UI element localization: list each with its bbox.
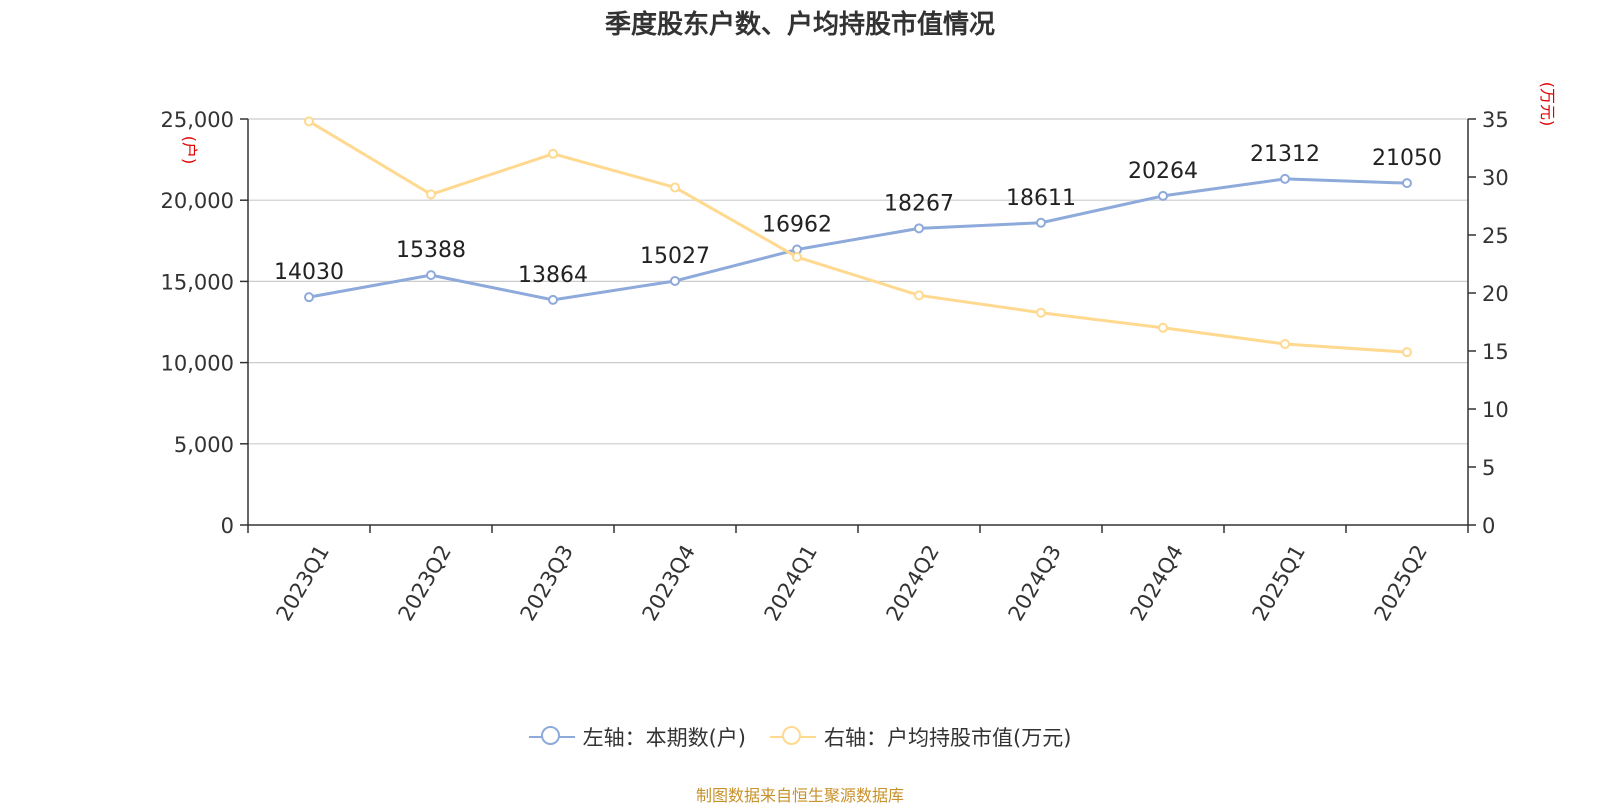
legend-marker-icon bbox=[770, 726, 816, 748]
x-axis-tick-label: 2024Q2 bbox=[882, 541, 944, 625]
data-point bbox=[792, 252, 802, 263]
legend-label: 左轴：本期数(户) bbox=[582, 726, 746, 750]
legend-item-holders[interactable]: 左轴：本期数(户) bbox=[528, 722, 746, 752]
data-point bbox=[548, 294, 558, 305]
legend-item-market-value[interactable]: 右轴：户均持股市值(万元) bbox=[770, 722, 1071, 752]
left-axis-tick-label: 10,000 bbox=[161, 352, 234, 376]
right-axis-tick-label: 20 bbox=[1482, 282, 1509, 306]
data-point bbox=[670, 182, 680, 193]
x-axis-tick-label: 2023Q2 bbox=[394, 541, 456, 625]
series-line-holders bbox=[308, 177, 1408, 302]
data-point bbox=[914, 223, 924, 234]
right-axis-tick-label: 30 bbox=[1482, 166, 1509, 190]
right-axis-tick-label: 35 bbox=[1482, 108, 1509, 132]
data-label: 14030 bbox=[274, 260, 344, 285]
data-label: 20264 bbox=[1128, 159, 1198, 184]
data-source-note: 制图数据来自恒生聚源数据库 bbox=[695, 786, 904, 805]
chart-title: 季度股东户数、户均持股市值情况 bbox=[604, 10, 995, 40]
data-point bbox=[304, 292, 314, 303]
data-label: 15027 bbox=[640, 244, 710, 269]
legend: 左轴：本期数(户) 右轴：户均持股市值(万元) bbox=[0, 722, 1600, 752]
data-point bbox=[304, 116, 314, 127]
x-axis-tick-label: 2023Q1 bbox=[272, 541, 334, 625]
data-label: 21312 bbox=[1250, 142, 1320, 167]
data-label: 18611 bbox=[1006, 186, 1076, 211]
right-axis-tick-label: 10 bbox=[1482, 398, 1509, 422]
left-axis-tick-label: 20,000 bbox=[161, 189, 234, 213]
data-point bbox=[1158, 322, 1168, 333]
right-axis-tick-label: 15 bbox=[1482, 340, 1509, 364]
legend-marker-icon bbox=[528, 726, 575, 748]
right-axis-unit-label: (万元) bbox=[1538, 82, 1557, 127]
data-point bbox=[426, 189, 436, 200]
data-point bbox=[1402, 178, 1412, 189]
left-axis-tick-label: 15,000 bbox=[161, 270, 234, 294]
left-axis-tick-label: 25,000 bbox=[161, 108, 234, 132]
right-axis-tick-label: 5 bbox=[1482, 456, 1495, 480]
data-label: 21050 bbox=[1372, 146, 1442, 171]
series-line-market-value bbox=[308, 120, 1408, 354]
right-axis-tick-label: 0 bbox=[1482, 514, 1495, 538]
x-axis-tick-label: 2023Q4 bbox=[638, 541, 700, 625]
line-chart: 05,00010,00015,00020,00025,0000510152025… bbox=[161, 82, 1557, 625]
data-point bbox=[1158, 190, 1168, 201]
data-point bbox=[1280, 339, 1290, 350]
data-point bbox=[1402, 347, 1412, 358]
x-axis-tick-label: 2023Q3 bbox=[516, 541, 578, 625]
right-axis-tick-label: 25 bbox=[1482, 224, 1509, 248]
data-point bbox=[914, 290, 924, 301]
data-label: 13864 bbox=[518, 263, 588, 288]
legend-label: 右轴：户均持股市值(万元) bbox=[824, 726, 1072, 750]
data-label: 18267 bbox=[884, 191, 954, 216]
x-axis-tick-label: 2024Q4 bbox=[1126, 541, 1188, 625]
data-point bbox=[548, 148, 558, 159]
x-axis-tick-label: 2025Q2 bbox=[1370, 541, 1432, 625]
data-point bbox=[1036, 217, 1046, 228]
x-axis-tick-label: 2024Q1 bbox=[760, 541, 822, 625]
data-point bbox=[1036, 307, 1046, 318]
data-point bbox=[1280, 173, 1290, 184]
left-axis-tick-label: 0 bbox=[221, 514, 234, 538]
data-label: 15388 bbox=[396, 238, 466, 263]
data-label: 16962 bbox=[762, 213, 832, 238]
x-axis-tick-label: 2024Q3 bbox=[1004, 541, 1066, 625]
x-axis-tick-label: 2025Q1 bbox=[1248, 541, 1310, 625]
left-axis-unit-label: (户) bbox=[180, 136, 199, 165]
data-point bbox=[670, 275, 680, 286]
data-point bbox=[426, 270, 436, 281]
left-axis-tick-label: 5,000 bbox=[174, 433, 234, 457]
